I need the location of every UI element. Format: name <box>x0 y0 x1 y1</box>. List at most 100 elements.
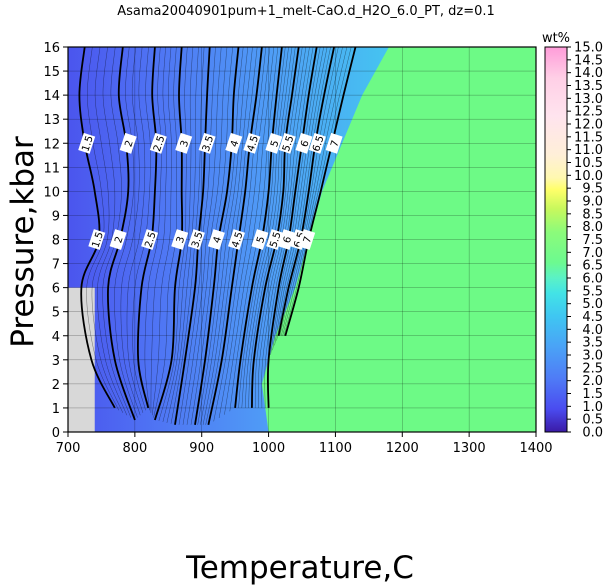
contour-line-5 <box>234 47 283 409</box>
colorbar-tick-label: 1.0 <box>582 400 603 415</box>
contour-label: 2.5 <box>141 229 159 250</box>
colorbar-label: wt% <box>542 31 570 46</box>
y-tick-label: 10 <box>43 185 60 200</box>
y-tick-label: 2 <box>52 378 60 393</box>
x-tick-label: 1000 <box>252 441 285 456</box>
contour-line-2 <box>107 47 136 421</box>
contour-label: 3.5 <box>187 229 206 250</box>
contour-label-bg <box>109 229 127 250</box>
contour-label-text: 3.5 <box>201 135 216 154</box>
contour-label-bg <box>149 132 167 154</box>
plot-area: 1.51.5222.52.5333.53.5444.54.5555.55.566… <box>68 47 536 432</box>
colorbar-tick-label: 7.5 <box>582 233 603 248</box>
thin-contour-line <box>241 47 289 408</box>
thin-contour-line <box>229 47 279 412</box>
contour-label-bg <box>225 132 243 154</box>
y-tick-label: 1 <box>52 402 60 417</box>
contour-label-bg <box>187 229 205 250</box>
thin-contour-line <box>126 47 146 413</box>
contour-label-bg <box>141 229 159 250</box>
contour-label: 3 <box>171 229 189 250</box>
colorbar-tick-label: 5.5 <box>582 284 603 299</box>
contour-label-text: 6.5 <box>311 135 326 154</box>
colorbar-tick-label: 12.0 <box>574 118 603 133</box>
y-tick-label: 13 <box>43 113 60 128</box>
contour-label: 4.5 <box>228 229 246 250</box>
colorbar-tick-label: 2.0 <box>582 374 603 389</box>
colorbar-tick-label: 4.0 <box>582 323 603 338</box>
contour-label-bg <box>295 132 313 154</box>
x-tick-label: 900 <box>189 441 214 456</box>
contour-line-6 <box>266 47 318 408</box>
contour-label-text: 4.5 <box>230 231 245 250</box>
colorbar-tick-label: 10.5 <box>574 156 603 171</box>
x-tick-label: 1400 <box>519 441 552 456</box>
contour-label: 1.5 <box>88 229 106 250</box>
thin-contour-line <box>213 47 267 422</box>
contour-label-text: 1.5 <box>91 231 106 250</box>
thin-contour-line <box>153 47 177 418</box>
contour-label-text: 2 <box>113 235 125 244</box>
contour-label-bg <box>251 229 269 250</box>
y-tick-label: 5 <box>52 306 60 321</box>
thin-contour-line <box>255 47 303 408</box>
contour-label-bg <box>325 132 343 154</box>
colorbar-tick-label: 0.5 <box>582 413 603 428</box>
colorbar-tick-label: 10.0 <box>574 169 603 184</box>
contour-label: 2 <box>109 229 127 250</box>
y-axis-label: Pressure,kbar <box>5 136 41 348</box>
contour-label-text: 7 <box>329 139 341 148</box>
contour-label: 6 <box>295 132 313 154</box>
contour-label-bg <box>228 229 245 250</box>
thin-contour-line <box>150 47 167 413</box>
contour-label-bg <box>175 132 193 154</box>
contour-label-text: 2.5 <box>152 135 167 154</box>
thin-contour-line <box>162 47 194 422</box>
x-axis-ticks: 700 800 900 1000 1100 1200 1300 1400 <box>56 432 553 456</box>
colorbar-tick-label: 11.5 <box>574 130 603 145</box>
contour-label-bg <box>198 132 216 154</box>
contour-label: 2 <box>119 132 137 154</box>
y-tick-label: 0 <box>52 426 60 441</box>
colorbar-tick-label: 13.5 <box>574 79 603 94</box>
contour-label-bg <box>243 132 261 154</box>
contour-label-bg <box>88 229 106 250</box>
colorbar-tick-label: 11.0 <box>574 143 603 158</box>
colorbar-tick-label: 14.5 <box>574 53 603 68</box>
colorbar-tick-label: 8.5 <box>582 207 603 222</box>
contour-label: 7 <box>325 132 343 154</box>
x-tick-label: 800 <box>122 441 147 456</box>
contour-label-text: 3.5 <box>190 231 205 250</box>
colorbar-tick-label: 3.5 <box>582 336 603 351</box>
y-tick-label: 12 <box>43 137 60 152</box>
y-tick-label: 14 <box>43 89 60 104</box>
contour-label-text: 7 <box>302 235 314 244</box>
y-tick-label: 6 <box>52 282 60 297</box>
contour-label-text: 4 <box>229 139 241 148</box>
contour-label: 6.5 <box>308 132 327 154</box>
contour-label: 5.5 <box>278 132 296 154</box>
contour-label: 3 <box>175 132 193 154</box>
contour-label: 5 <box>265 132 283 154</box>
colorbar <box>544 46 568 433</box>
thin-contour-line <box>158 47 188 421</box>
thin-contour-line <box>97 47 127 416</box>
contour-label-text: 1.5 <box>80 135 95 154</box>
thin-contour-line <box>114 47 138 418</box>
colorbar-tick-label: 7.0 <box>582 246 603 261</box>
colorbar-tick-label: 6.5 <box>582 259 603 274</box>
contour-label: 1.5 <box>78 132 96 154</box>
colorbar-tick-label: 3.0 <box>582 349 603 364</box>
thin-contour-line <box>245 47 293 408</box>
thin-contour-line <box>152 47 172 416</box>
colorbar-ticks: 0.00.51.01.52.02.53.03.54.04.55.05.56.06… <box>567 41 603 441</box>
y-tick-label: 9 <box>52 209 60 224</box>
thin-contour-line <box>144 47 162 411</box>
thin-contour-line <box>120 47 141 416</box>
thin-contour-line <box>86 47 119 411</box>
contour-label-text: 2 <box>123 139 135 148</box>
contour-label-text: 5 <box>255 235 267 244</box>
contour-line-3 <box>154 47 184 421</box>
contour-label-text: 4 <box>212 235 224 244</box>
colorbar-tick-label: 4.5 <box>582 310 603 325</box>
